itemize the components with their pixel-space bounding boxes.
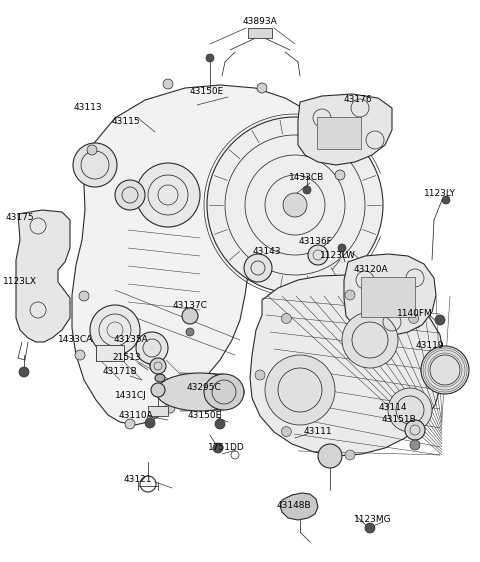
Text: 43171B: 43171B bbox=[103, 368, 137, 377]
Circle shape bbox=[207, 117, 383, 293]
Text: 43143: 43143 bbox=[253, 247, 281, 256]
Circle shape bbox=[325, 127, 335, 137]
Circle shape bbox=[408, 314, 419, 324]
FancyBboxPatch shape bbox=[148, 406, 168, 416]
Text: 1751DD: 1751DD bbox=[208, 443, 244, 452]
Text: 1140FM: 1140FM bbox=[397, 310, 433, 319]
Circle shape bbox=[408, 427, 419, 437]
Circle shape bbox=[435, 370, 445, 380]
Text: 43119: 43119 bbox=[416, 342, 444, 351]
Circle shape bbox=[73, 143, 117, 187]
Circle shape bbox=[136, 163, 200, 227]
Text: 43150E: 43150E bbox=[190, 88, 224, 97]
Circle shape bbox=[75, 350, 85, 360]
Ellipse shape bbox=[204, 374, 244, 410]
Circle shape bbox=[410, 440, 420, 450]
Polygon shape bbox=[280, 493, 318, 520]
Circle shape bbox=[421, 346, 469, 394]
Circle shape bbox=[165, 403, 175, 413]
Circle shape bbox=[90, 305, 140, 355]
FancyBboxPatch shape bbox=[248, 28, 272, 38]
Text: 43176: 43176 bbox=[344, 96, 372, 105]
Text: 43135A: 43135A bbox=[114, 336, 148, 345]
Text: 43136F: 43136F bbox=[298, 238, 332, 247]
Text: 43114: 43114 bbox=[379, 404, 407, 413]
Text: 43115: 43115 bbox=[112, 117, 140, 126]
Circle shape bbox=[345, 290, 355, 300]
Circle shape bbox=[303, 186, 311, 194]
Circle shape bbox=[405, 420, 425, 440]
Text: 43893A: 43893A bbox=[242, 17, 277, 26]
Circle shape bbox=[79, 291, 89, 301]
Circle shape bbox=[163, 79, 173, 89]
Circle shape bbox=[283, 193, 307, 217]
Text: 43150E: 43150E bbox=[188, 411, 222, 420]
Text: 21513: 21513 bbox=[113, 353, 141, 362]
Circle shape bbox=[281, 314, 291, 324]
Circle shape bbox=[265, 355, 335, 425]
Circle shape bbox=[345, 450, 355, 460]
Polygon shape bbox=[72, 85, 342, 425]
Text: 43110A: 43110A bbox=[119, 411, 154, 420]
Circle shape bbox=[154, 407, 162, 415]
Text: 1433CB: 1433CB bbox=[289, 174, 324, 183]
Text: 1123MG: 1123MG bbox=[354, 515, 392, 524]
Text: 1433CA: 1433CA bbox=[59, 336, 94, 345]
Circle shape bbox=[442, 196, 450, 204]
Circle shape bbox=[318, 444, 342, 468]
Text: 43175: 43175 bbox=[6, 214, 34, 223]
Circle shape bbox=[186, 328, 194, 336]
Circle shape bbox=[388, 388, 432, 432]
Circle shape bbox=[435, 315, 445, 325]
FancyBboxPatch shape bbox=[96, 345, 124, 361]
Circle shape bbox=[115, 180, 145, 210]
Polygon shape bbox=[344, 254, 436, 336]
Text: 43120A: 43120A bbox=[354, 265, 388, 274]
Circle shape bbox=[19, 367, 29, 377]
Circle shape bbox=[182, 308, 198, 324]
Ellipse shape bbox=[156, 373, 244, 411]
Text: 43111: 43111 bbox=[304, 428, 332, 437]
Circle shape bbox=[145, 418, 155, 428]
Circle shape bbox=[342, 312, 398, 368]
Circle shape bbox=[365, 523, 375, 533]
Circle shape bbox=[215, 419, 225, 429]
Text: 43113: 43113 bbox=[74, 103, 102, 112]
FancyBboxPatch shape bbox=[361, 277, 415, 317]
Circle shape bbox=[87, 145, 97, 155]
Circle shape bbox=[213, 443, 223, 453]
Circle shape bbox=[257, 83, 267, 93]
Text: 1431CJ: 1431CJ bbox=[115, 392, 147, 401]
Text: 43137C: 43137C bbox=[173, 301, 207, 310]
Polygon shape bbox=[16, 210, 70, 342]
Circle shape bbox=[150, 358, 166, 374]
Text: 43148B: 43148B bbox=[276, 501, 312, 510]
FancyBboxPatch shape bbox=[317, 117, 361, 149]
Ellipse shape bbox=[155, 374, 165, 382]
Circle shape bbox=[125, 419, 135, 429]
Circle shape bbox=[136, 332, 168, 364]
Circle shape bbox=[335, 170, 345, 180]
Text: 43151B: 43151B bbox=[382, 415, 416, 424]
Polygon shape bbox=[298, 94, 392, 165]
Text: 1123LW: 1123LW bbox=[320, 251, 356, 260]
Circle shape bbox=[151, 383, 165, 397]
Text: 1123LY: 1123LY bbox=[424, 189, 456, 198]
Text: 43295C: 43295C bbox=[187, 383, 221, 392]
Circle shape bbox=[308, 245, 328, 265]
Polygon shape bbox=[250, 275, 444, 456]
Text: 43121: 43121 bbox=[124, 475, 152, 484]
Circle shape bbox=[206, 54, 214, 62]
Circle shape bbox=[244, 254, 272, 282]
Circle shape bbox=[281, 427, 291, 437]
Text: 1123LX: 1123LX bbox=[3, 278, 37, 287]
Circle shape bbox=[338, 244, 346, 252]
Circle shape bbox=[255, 370, 265, 380]
